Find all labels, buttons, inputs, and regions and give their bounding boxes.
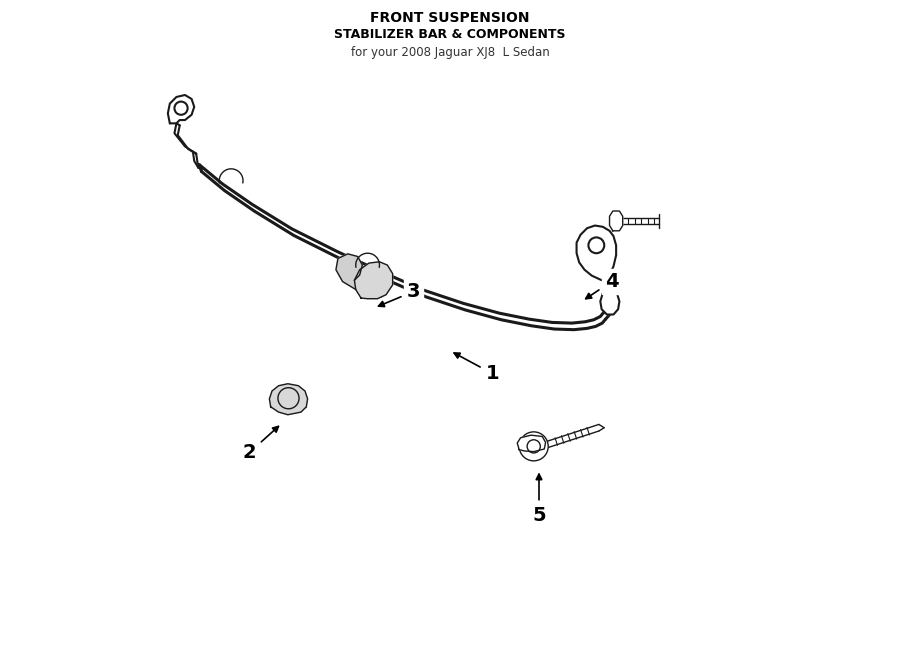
Text: 2: 2 bbox=[242, 426, 278, 463]
Polygon shape bbox=[168, 95, 194, 123]
Polygon shape bbox=[609, 211, 623, 231]
Polygon shape bbox=[600, 286, 619, 314]
Circle shape bbox=[519, 432, 548, 461]
Polygon shape bbox=[269, 384, 308, 414]
Text: for your 2008 Jaguar XJ8  L Sedan: for your 2008 Jaguar XJ8 L Sedan bbox=[351, 46, 549, 59]
Polygon shape bbox=[577, 226, 616, 281]
Text: 5: 5 bbox=[532, 474, 545, 525]
Polygon shape bbox=[518, 435, 545, 451]
Text: 3: 3 bbox=[379, 282, 420, 307]
Text: 4: 4 bbox=[586, 272, 618, 299]
Polygon shape bbox=[355, 261, 392, 299]
Text: FRONT SUSPENSION: FRONT SUSPENSION bbox=[370, 11, 530, 25]
Text: 1: 1 bbox=[454, 353, 500, 383]
Polygon shape bbox=[336, 254, 363, 289]
Text: STABILIZER BAR & COMPONENTS: STABILIZER BAR & COMPONENTS bbox=[334, 28, 566, 41]
